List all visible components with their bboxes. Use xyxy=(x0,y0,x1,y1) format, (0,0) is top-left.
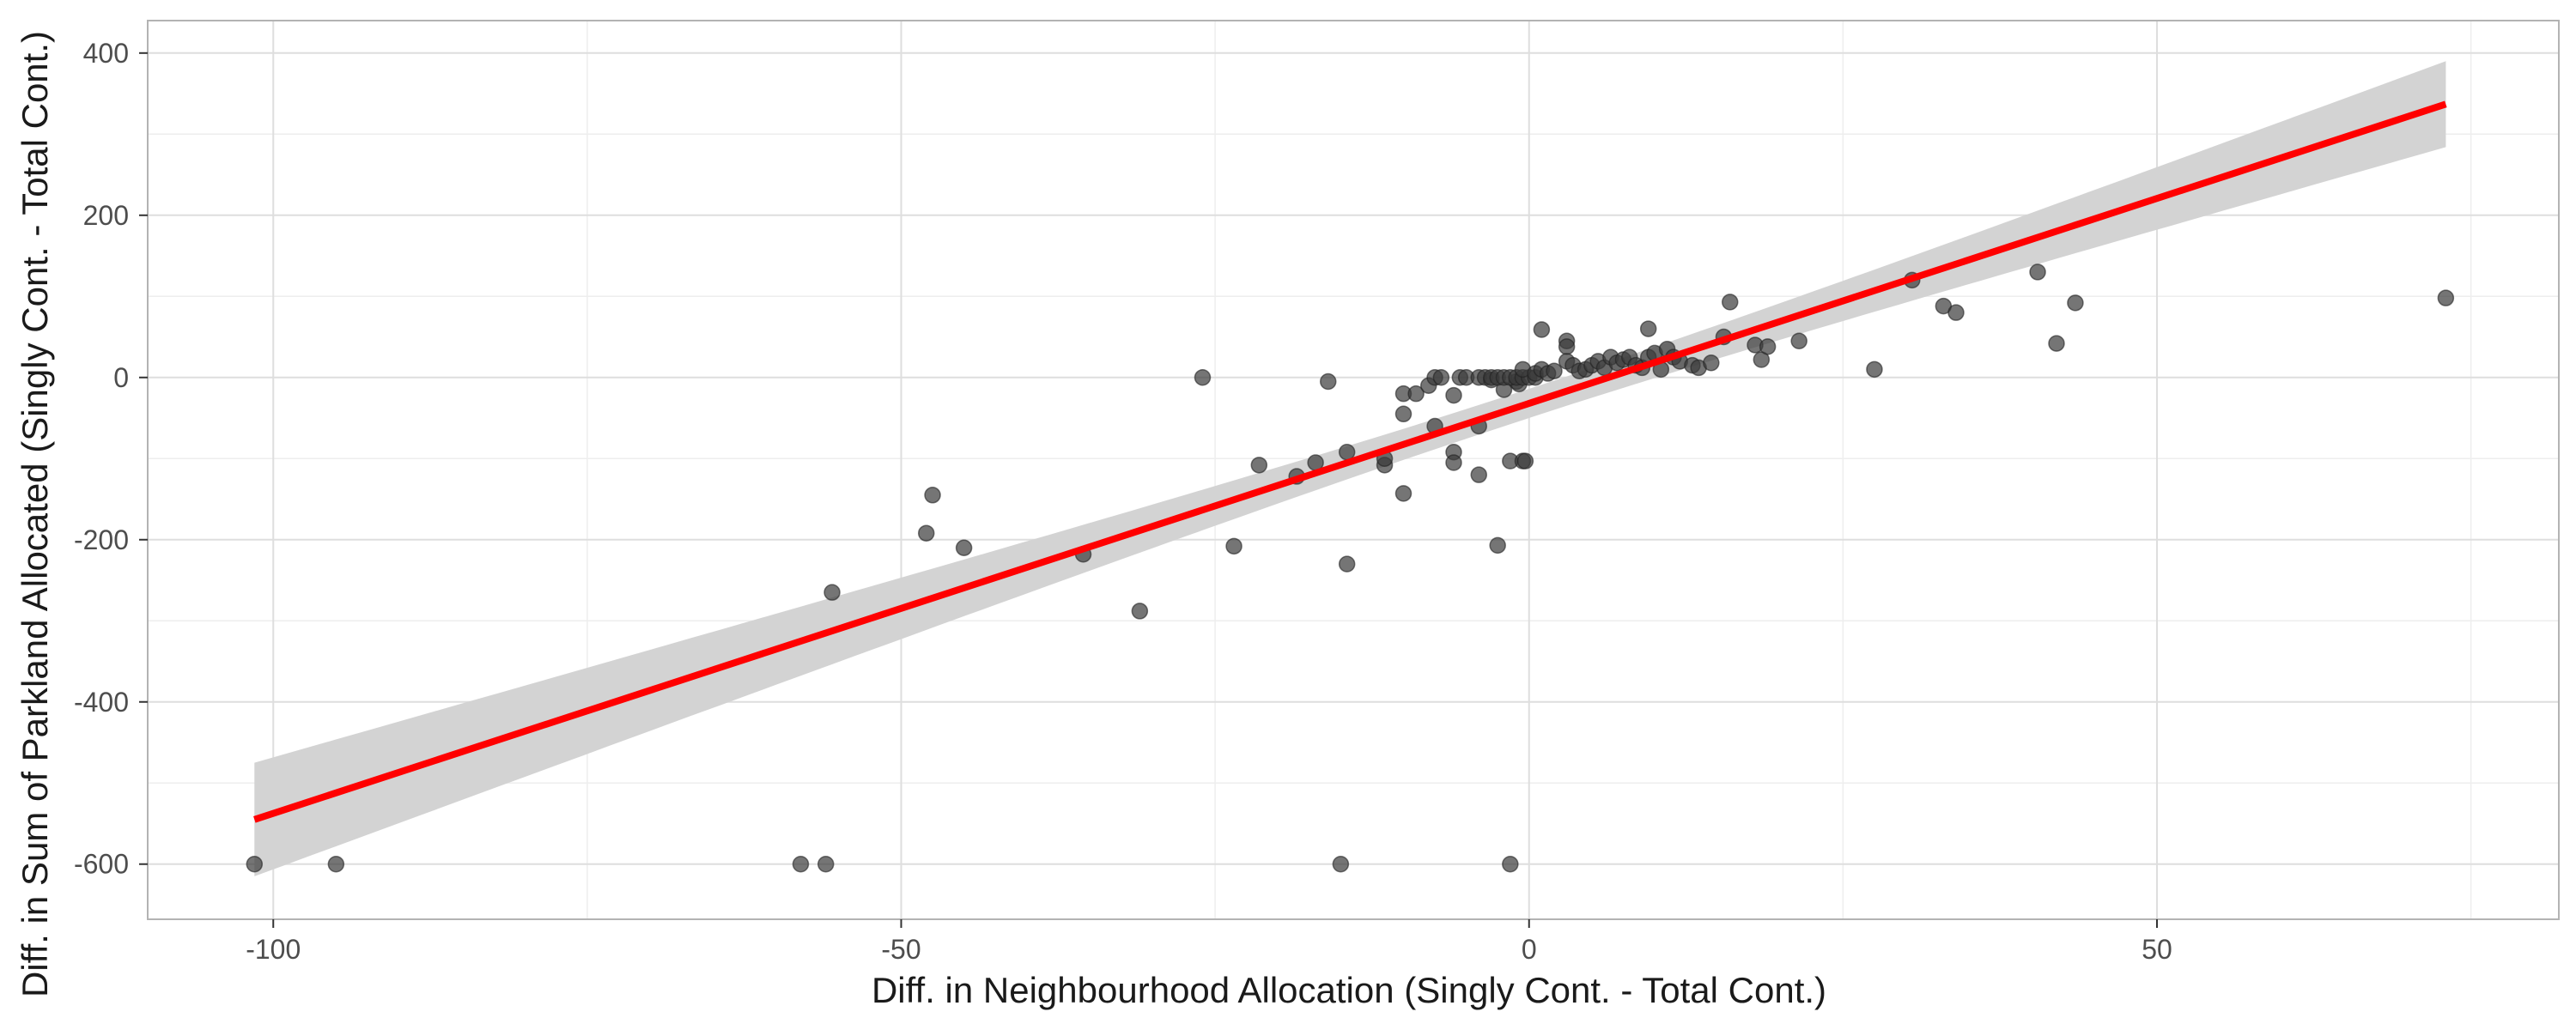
data-point xyxy=(792,855,810,873)
data-point xyxy=(1533,321,1551,338)
x-axis-title: Diff. in Neighbourhood Allocation (Singl… xyxy=(872,970,1826,1010)
data-point xyxy=(1445,386,1462,404)
data-point xyxy=(1250,457,1268,474)
y-axis-title: Diff. in Sum of Parkland Allocated (Sing… xyxy=(15,31,55,997)
data-point xyxy=(1546,362,1563,379)
data-point xyxy=(1639,320,1657,337)
data-point xyxy=(1947,304,1965,321)
data-point xyxy=(1432,369,1450,386)
data-point xyxy=(1703,354,1720,372)
data-point xyxy=(1131,603,1149,620)
data-point xyxy=(1722,294,1739,311)
data-point xyxy=(955,539,973,556)
data-point xyxy=(1394,405,1413,423)
panel xyxy=(147,20,2560,920)
data-point xyxy=(817,855,835,873)
data-point xyxy=(1407,385,1425,403)
data-point xyxy=(1759,338,1777,355)
data-point xyxy=(1516,452,1534,470)
y-tick-label: -400 xyxy=(74,687,129,718)
confidence-band xyxy=(254,61,2446,876)
x-axis-ticks: -100 -50 0 50 xyxy=(246,919,2172,965)
data-point xyxy=(2067,294,2084,312)
data-point xyxy=(2048,335,2065,352)
data-point xyxy=(1866,360,1883,379)
y-tick-label: 400 xyxy=(83,38,129,69)
data-point xyxy=(2029,264,2046,281)
data-point xyxy=(1394,485,1413,502)
data-point xyxy=(1320,373,1337,391)
regression-line xyxy=(253,100,2447,823)
y-tick-label: 200 xyxy=(83,200,129,231)
x-tick-label: -50 xyxy=(881,934,920,965)
data-point xyxy=(1445,454,1462,471)
y-tick-label: -200 xyxy=(74,524,129,555)
x-tick-label: 50 xyxy=(2142,934,2172,965)
y-tick-label: -600 xyxy=(74,849,129,880)
data-point xyxy=(918,524,935,542)
data-point xyxy=(1332,855,1350,873)
data-point xyxy=(2437,289,2455,306)
data-point xyxy=(1338,555,1356,573)
data-point xyxy=(246,855,264,873)
y-tick-label: 0 xyxy=(113,362,129,393)
data-point xyxy=(1225,537,1242,555)
data-point xyxy=(1790,332,1807,350)
data-point xyxy=(1470,466,1487,483)
data-point xyxy=(1502,855,1519,873)
data-point xyxy=(1194,369,1212,386)
data-points xyxy=(246,264,2455,873)
data-point xyxy=(1558,338,1576,355)
data-point xyxy=(1489,536,1506,554)
x-tick-label: -100 xyxy=(246,934,301,965)
x-tick-label: 0 xyxy=(1522,934,1537,965)
y-axis-ticks: 400 200 0 -200 -400 -600 xyxy=(74,38,148,880)
panel-border xyxy=(147,20,2560,920)
data-point xyxy=(327,855,345,873)
data-point xyxy=(924,487,941,504)
data-point xyxy=(823,584,841,601)
